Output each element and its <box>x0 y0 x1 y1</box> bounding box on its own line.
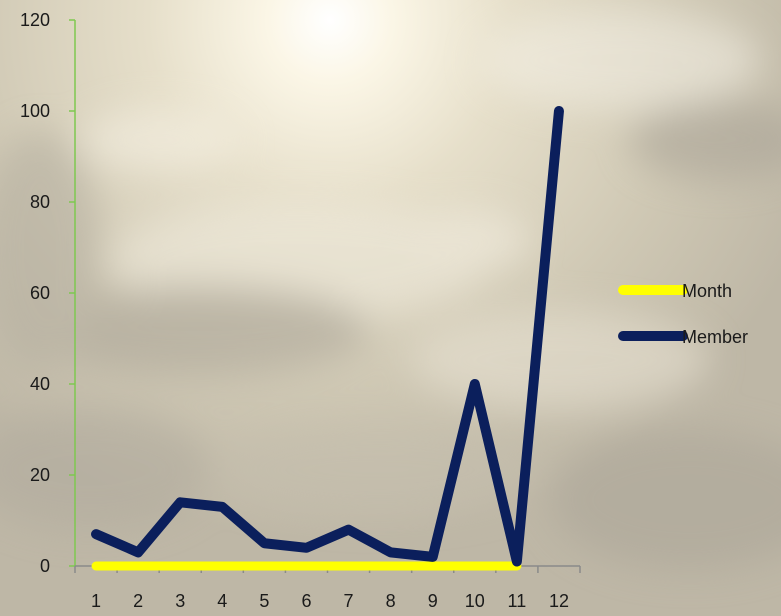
x-tick-label: 10 <box>465 591 485 611</box>
y-tick-label: 40 <box>30 374 50 394</box>
series-lines <box>91 106 564 571</box>
x-tick-label: 7 <box>344 591 354 611</box>
series-line-member <box>91 106 564 567</box>
y-tick-label: 0 <box>40 556 50 576</box>
x-tick-label: 11 <box>508 591 527 611</box>
x-tick-label: 5 <box>259 591 269 611</box>
legend-label-month: Month <box>682 281 732 301</box>
y-axis: 0 20 40 60 80 100 120 <box>20 10 76 576</box>
x-tick-label: 6 <box>301 591 311 611</box>
x-tick-label: 3 <box>175 591 185 611</box>
x-tick-label: 1 <box>91 591 101 611</box>
x-axis: 1 2 3 4 5 6 7 8 9 10 11 12 <box>74 565 581 611</box>
x-tick-label: 2 <box>133 591 143 611</box>
x-tick-label: 9 <box>428 591 438 611</box>
x-tick-label: 4 <box>217 591 227 611</box>
y-tick-label: 60 <box>30 283 50 303</box>
x-tick-label: 12 <box>549 591 569 611</box>
y-tick-label: 100 <box>20 101 50 121</box>
x-tick-label: 8 <box>386 591 396 611</box>
legend-label-member: Member <box>682 327 748 347</box>
y-tick-label: 20 <box>30 465 50 485</box>
legend: Month Member <box>618 281 748 347</box>
y-tick-label: 80 <box>30 192 50 212</box>
y-tick-label: 120 <box>20 10 50 30</box>
